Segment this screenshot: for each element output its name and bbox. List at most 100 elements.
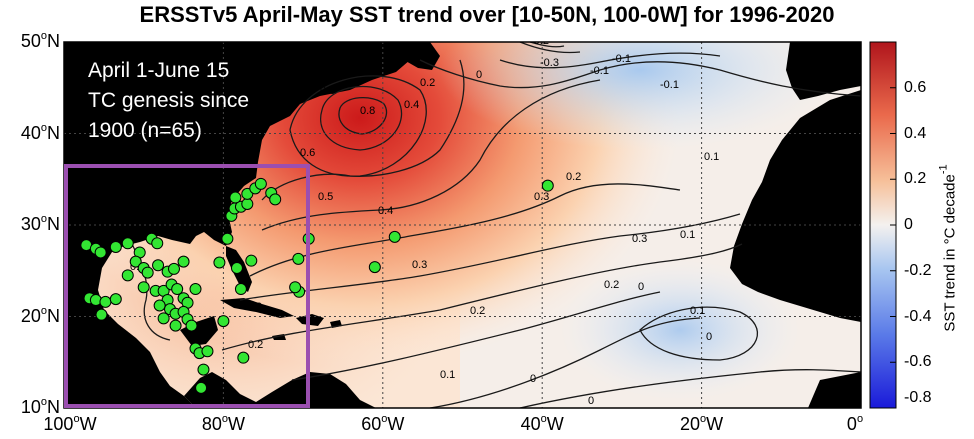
genesis-point bbox=[269, 193, 282, 206]
contour-label: 0.6 bbox=[300, 147, 315, 159]
annotation-line-2: TC genesis since bbox=[88, 89, 250, 112]
colorbar-tick-label: -0.4 bbox=[904, 307, 932, 325]
contour-label: 0.1 bbox=[704, 151, 719, 163]
genesis-point bbox=[157, 312, 170, 325]
genesis-region-box bbox=[64, 164, 310, 408]
annotation-line-3: 1900 (n=65) bbox=[88, 119, 202, 142]
genesis-points bbox=[80, 177, 554, 394]
genesis-point bbox=[185, 319, 198, 332]
contour-label: -0.1 bbox=[590, 65, 609, 77]
genesis-point bbox=[177, 255, 190, 268]
contour-label: -0.3 bbox=[540, 57, 559, 69]
longitude-tick-label: 20oW bbox=[680, 413, 724, 434]
contour-label: 0.2 bbox=[470, 305, 485, 317]
longitude-tick-label: 0o bbox=[846, 413, 864, 434]
genesis-point bbox=[109, 240, 122, 253]
contour-label: 0.1 bbox=[680, 229, 695, 241]
colorbar-tick-label: 0 bbox=[904, 216, 913, 233]
longitude-tick-label: 100oW bbox=[43, 413, 97, 434]
genesis-point bbox=[121, 269, 134, 282]
genesis-point bbox=[109, 293, 122, 306]
contour-label: 0 bbox=[530, 373, 536, 385]
contour-label: 0 bbox=[476, 69, 482, 81]
genesis-point bbox=[368, 261, 381, 274]
latitude-tick-label: 20oN bbox=[20, 304, 60, 326]
genesis-point bbox=[229, 191, 242, 204]
contour-label: 0 bbox=[638, 281, 644, 293]
contour-label: 0.8 bbox=[360, 105, 375, 117]
contour-label: 0.3 bbox=[534, 191, 549, 203]
genesis-point bbox=[189, 283, 202, 296]
map-title: ERSSTv5 April-May SST trend over [10-50N… bbox=[139, 2, 835, 27]
longitude-tick-label: 40oW bbox=[520, 413, 564, 434]
contour-label: 0 bbox=[588, 395, 594, 407]
land-masses bbox=[64, 42, 861, 408]
contour-label: 0.6 bbox=[320, 85, 335, 97]
annotation-box: April 1-June 15 TC genesis since 1900 (n… bbox=[88, 56, 249, 146]
genesis-point bbox=[234, 283, 247, 296]
contour-label: 0.5 bbox=[318, 191, 333, 203]
longitude-tick-label: 80oW bbox=[201, 413, 245, 434]
genesis-point bbox=[254, 177, 267, 190]
annotation-line-1: April 1-June 15 bbox=[88, 59, 230, 82]
contour-label: 0.2 bbox=[248, 339, 263, 351]
longitude-tick-label: 60oW bbox=[361, 413, 405, 434]
colorbar-tick-label: 0.4 bbox=[904, 124, 927, 142]
contour-label: 0.2 bbox=[604, 279, 619, 291]
contour-label: 0.3 bbox=[632, 233, 647, 245]
genesis-point bbox=[388, 230, 401, 243]
latitude-tick-label: 40oN bbox=[20, 121, 60, 143]
colorbar-tick-label: -0.6 bbox=[904, 353, 932, 371]
genesis-point bbox=[121, 237, 134, 250]
colorbar-tick-label: -0.8 bbox=[904, 389, 932, 406]
contour-label: 0.1 bbox=[690, 305, 705, 317]
contour-label: 0.2 bbox=[420, 77, 435, 89]
latitude-tick-label: 50oN bbox=[20, 30, 60, 51]
genesis-point bbox=[245, 254, 258, 267]
contour-label: -0.1 bbox=[660, 79, 679, 91]
genesis-point bbox=[289, 281, 302, 294]
contour-lines bbox=[129, 42, 861, 408]
genesis-point bbox=[94, 246, 107, 259]
genesis-point bbox=[195, 381, 208, 394]
genesis-point bbox=[169, 319, 182, 332]
colorbar-label: SST trend in °C decade-1 bbox=[938, 164, 959, 331]
latitude-tick-label: 10oN bbox=[20, 396, 60, 417]
colorbar-label-text: SST trend in °C decade bbox=[941, 174, 959, 332]
colorbar-tick-label: 0.6 bbox=[904, 78, 927, 96]
genesis-point bbox=[137, 281, 150, 294]
genesis-point bbox=[152, 259, 165, 272]
genesis-point bbox=[213, 256, 226, 269]
genesis-point bbox=[230, 262, 243, 275]
colorbar-label-exponent: -1 bbox=[937, 164, 950, 175]
genesis-point bbox=[221, 232, 234, 245]
contour-label: 0 bbox=[706, 331, 712, 343]
contour-label: 0.3 bbox=[412, 259, 427, 271]
contour-label: 0.4 bbox=[404, 99, 419, 111]
colorbar-tick-marks bbox=[890, 87, 896, 409]
colorbar-tick-label: 0.2 bbox=[904, 170, 927, 188]
genesis-point bbox=[129, 255, 142, 268]
contour-label: 0.4 bbox=[378, 205, 393, 217]
genesis-point bbox=[99, 295, 112, 308]
contour-label: 0 bbox=[256, 301, 262, 313]
contour-label: 0.2 bbox=[566, 171, 581, 183]
contour-label: 0.1 bbox=[440, 369, 455, 381]
contour-label: -0.2 bbox=[530, 35, 549, 47]
genesis-point bbox=[151, 237, 164, 250]
contour-label: -0.1 bbox=[612, 53, 631, 65]
gridlines bbox=[64, 42, 861, 408]
genesis-point bbox=[241, 197, 254, 210]
genesis-point bbox=[167, 262, 180, 275]
latitude-tick-label: 30oN bbox=[20, 213, 60, 234]
genesis-point bbox=[237, 351, 250, 364]
colorbar-tick-label: -0.2 bbox=[904, 261, 932, 279]
genesis-point bbox=[217, 315, 230, 328]
genesis-point bbox=[95, 308, 108, 321]
genesis-point bbox=[201, 345, 214, 358]
genesis-point bbox=[171, 283, 184, 296]
genesis-point bbox=[541, 179, 554, 192]
genesis-point bbox=[141, 266, 154, 279]
genesis-point bbox=[153, 299, 166, 312]
